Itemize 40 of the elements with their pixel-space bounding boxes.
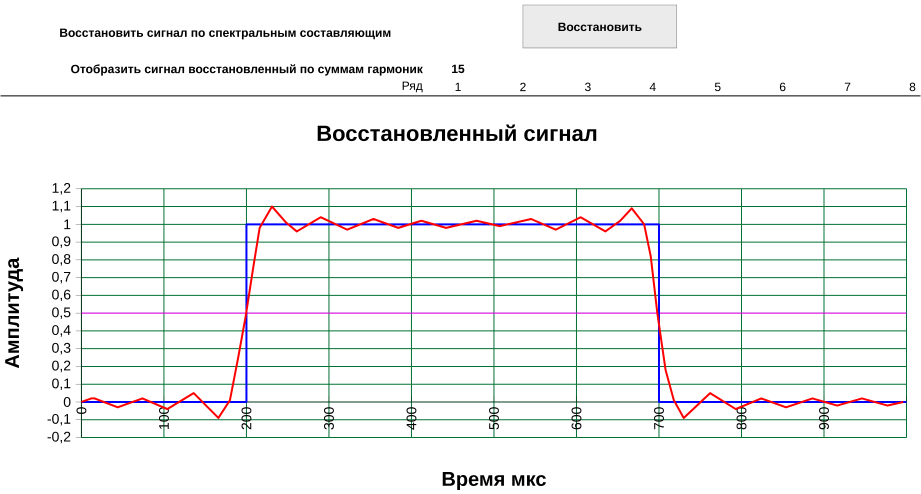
text: Отобразить сигнал восстановленный по суммам гармоник [71, 64, 423, 76]
y-tick-label: -0,1 [48, 414, 70, 426]
x-tick-label: 600 [572, 407, 582, 430]
x-tick-label: 300 [324, 407, 334, 430]
text: 6 [780, 82, 786, 91]
y-tick-label: 0,9 [52, 236, 70, 248]
x-tick-label: 0 [76, 407, 86, 414]
text: 4 [650, 82, 656, 91]
text: 1 [456, 82, 461, 91]
y-tick-label: 1,1 [52, 200, 70, 212]
y-tick-label: -0,2 [48, 432, 70, 444]
text: 2 [520, 82, 526, 91]
y-tick-label: 1,2 [52, 182, 70, 194]
y-tick-label: 0,1 [52, 378, 70, 390]
x-tick-label: 800 [736, 407, 746, 430]
y-axis-title: Амплитуда [5, 257, 24, 368]
y-tick-label: 0,5 [52, 307, 70, 319]
text: 8 [910, 82, 916, 91]
y-tick-label: 0,6 [52, 289, 70, 301]
text: Восстановить [558, 22, 642, 31]
y-tick-label: 0,4 [52, 324, 71, 337]
text: 3 [584, 82, 591, 91]
text: Ряд [402, 81, 423, 92]
text: Восстановить сигнал по спектральным составляющим [60, 28, 390, 40]
y-tick-label: 0,8 [52, 254, 70, 266]
x-tick-label: 700 [654, 407, 664, 430]
text: 15 [452, 64, 464, 73]
y-tick-label: 0 [64, 396, 70, 407]
x-tick-label: 900 [819, 407, 829, 430]
x-tick-label: 500 [489, 407, 499, 430]
text: 7 [844, 82, 850, 91]
y-tick-label: 0,7 [52, 272, 70, 284]
y-tick-label: 0,3 [52, 342, 70, 354]
x-tick-label: 200 [242, 407, 252, 430]
y-tick-label: 0,2 [52, 360, 70, 372]
x-tick-label: 400 [406, 407, 416, 430]
y-tick-label: 1 [64, 219, 70, 229]
text: 5 [714, 82, 721, 91]
chart-title: Восстановленный сигнал [318, 124, 596, 141]
x-axis-title: Время мкс [442, 472, 546, 490]
